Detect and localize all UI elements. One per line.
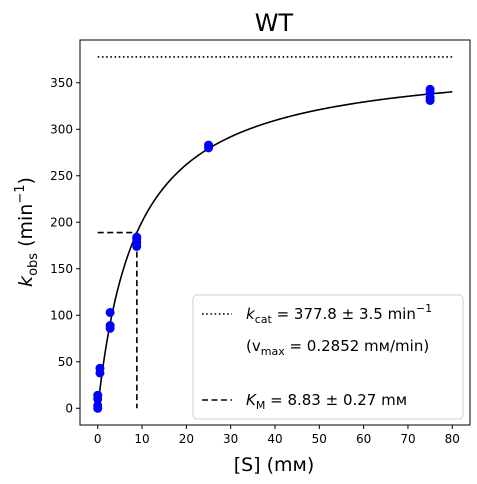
data-point (105, 307, 115, 317)
x-tick-label: 40 (267, 432, 282, 446)
x-tick-label: 10 (134, 432, 149, 446)
y-axis-label-unit: (min (15, 204, 37, 253)
legend-km-text: KM = 8.83 ± 0.27 mм (246, 391, 407, 412)
y-tick-label: 0 (65, 401, 73, 415)
x-tick-label: 0 (94, 432, 102, 446)
legend-vmax-text: (vmax = 0.2852 mм/min) (246, 337, 429, 358)
x-tick-label: 50 (312, 432, 327, 446)
legend-kcat-text: kcat = 377.8 ± 3.5 min−1 (246, 302, 432, 326)
data-point (105, 320, 115, 330)
data-point (204, 140, 214, 150)
y-tick-label: 200 (50, 215, 73, 229)
x-tick-label: 70 (400, 432, 415, 446)
y-axis-label-close: ) (15, 177, 37, 184)
y-tick-label: 150 (50, 262, 73, 276)
data-point (93, 390, 103, 400)
fit-curve (96, 91, 453, 409)
x-tick-label: 80 (445, 432, 460, 446)
y-axis-label-k: k (15, 275, 37, 287)
legend-box (192, 294, 464, 420)
plot-area (93, 56, 453, 413)
x-tick-label: 60 (356, 432, 371, 446)
y-tick-label: 350 (50, 76, 73, 90)
x-axis-label: [S] (mм) (234, 454, 315, 476)
x-tick-label: 20 (179, 432, 194, 446)
legend: kcat = 377.8 ± 3.5 min−1 (vmax = 0.2852 … (192, 294, 464, 420)
y-axis-label: kobs (min−1) (13, 177, 41, 287)
data-point (132, 232, 142, 242)
data-point (93, 400, 103, 410)
y-tick-label: 100 (50, 308, 73, 322)
y-axis-label-sup: −1 (13, 184, 28, 203)
x-axis: 0 10 20 30 40 50 60 70 80 (94, 425, 460, 446)
y-tick-label: 250 (50, 169, 73, 183)
x-tick-label: 30 (223, 432, 238, 446)
chart-title: WT (255, 9, 294, 37)
y-axis-label-sub: obs (26, 253, 41, 276)
y-axis: 0 50 100 150 200 250 300 350 (50, 76, 80, 415)
data-point (95, 363, 105, 373)
y-tick-label: 300 (50, 122, 73, 136)
data-point (425, 84, 435, 94)
y-tick-label: 50 (58, 355, 73, 369)
